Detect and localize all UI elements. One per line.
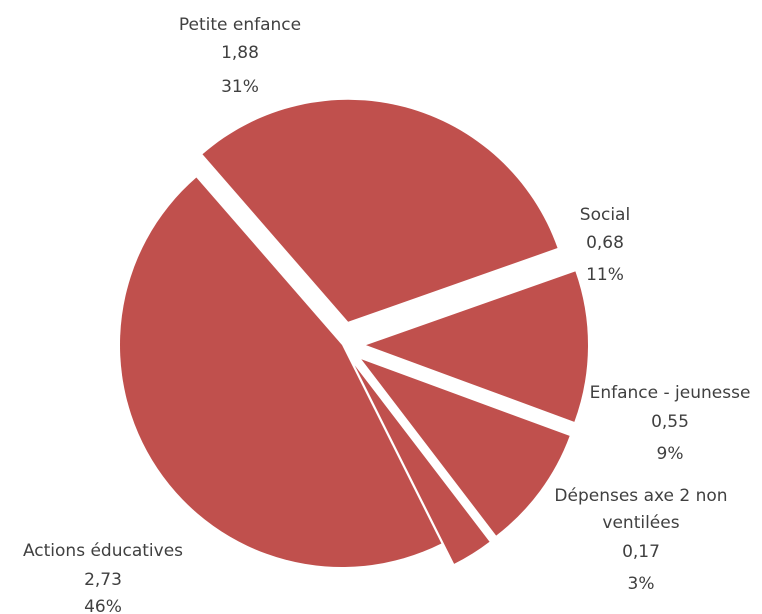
label-category: Petite enfance xyxy=(179,15,301,35)
slice-social xyxy=(365,271,588,422)
label-value: 0,68 xyxy=(586,233,624,253)
label-value: 0,17 xyxy=(622,542,660,562)
label-percent: 31% xyxy=(221,77,259,97)
label-percent: 9% xyxy=(657,444,684,464)
label-category: Actions éducatives xyxy=(23,541,183,561)
label-percent: 46% xyxy=(84,597,122,614)
label-value: 2,73 xyxy=(84,570,122,590)
label-petite-enfance: Petite enfance 1,88 31% xyxy=(179,15,301,97)
label-category: Social xyxy=(580,205,630,225)
label-actions-educatives: Actions éducatives 2,73 46% xyxy=(23,541,183,614)
label-social: Social 0,68 11% xyxy=(580,205,630,285)
label-percent: 11% xyxy=(586,265,624,285)
label-enfance-jeunesse: Enfance - jeunesse 0,55 9% xyxy=(590,383,751,464)
label-percent: 3% xyxy=(628,574,655,594)
label-value: 1,88 xyxy=(221,43,259,63)
slice-enfance-jeunesse xyxy=(361,359,570,536)
label-category: Enfance - jeunesse xyxy=(590,383,751,403)
label-depenses-axe-2: Dépenses axe 2 non ventilées 0,17 3% xyxy=(554,486,727,594)
label-category-line-1: Dépenses axe 2 non xyxy=(554,486,727,506)
slice-actions-educatives xyxy=(119,177,442,567)
slice-petite-enfance xyxy=(202,99,558,322)
slice-depenses-axe-2 xyxy=(354,365,490,564)
label-category-line-2: ventilées xyxy=(602,513,679,533)
label-value: 0,55 xyxy=(651,412,689,432)
